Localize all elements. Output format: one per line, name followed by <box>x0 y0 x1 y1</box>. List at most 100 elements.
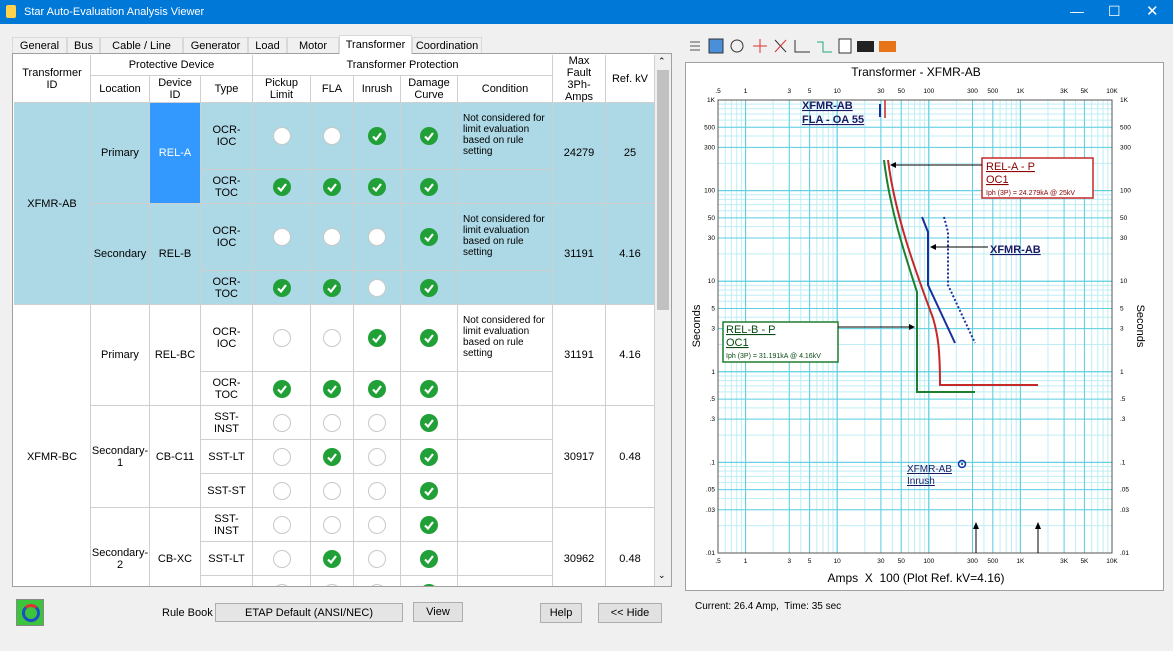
location-cell: Secondary <box>91 204 150 305</box>
status-cell <box>253 271 311 305</box>
hide-button[interactable]: << Hide <box>598 603 662 623</box>
header-cell: Protective Device <box>91 55 253 76</box>
toolbar-icon[interactable] <box>709 39 723 53</box>
y-axis-label-right: Seconds <box>1134 305 1146 348</box>
condition-cell <box>458 440 553 474</box>
view-button[interactable]: View <box>413 602 463 622</box>
status-cell <box>311 406 354 440</box>
check-icon <box>368 380 386 398</box>
close-button[interactable]: ✕ <box>1146 2 1159 20</box>
rel-a-label: REL-A - P <box>986 161 1035 173</box>
condition-cell <box>458 372 553 406</box>
toolbar-icon[interactable] <box>879 41 896 52</box>
status-cell <box>311 542 354 576</box>
device-cell[interactable]: CB-XC <box>150 508 201 586</box>
status-cell <box>253 204 311 271</box>
refresh-button[interactable] <box>16 599 44 626</box>
status-cell <box>354 271 401 305</box>
check-icon <box>420 178 438 196</box>
header-cell: Location <box>91 76 150 103</box>
scroll-thumb[interactable] <box>657 70 669 310</box>
device-cell[interactable]: REL-BC <box>150 305 201 406</box>
help-button[interactable]: Help <box>540 603 582 623</box>
window-title: Star Auto-Evaluation Analysis Viewer <box>24 6 204 18</box>
check-icon <box>420 414 438 432</box>
header-cell: Type <box>201 76 253 103</box>
toolbar-icon[interactable] <box>775 40 786 52</box>
y-tick-label: 30 <box>708 235 716 242</box>
tab[interactable]: Transformer <box>339 35 412 54</box>
condition-cell <box>458 271 553 305</box>
rule-book-field[interactable]: ETAP Default (ANSI/NEC) <box>215 603 403 622</box>
status-cell <box>311 204 354 271</box>
header-cell: FLA <box>311 76 354 103</box>
type-cell: OCR-TOC <box>201 271 253 305</box>
status-cell <box>401 406 458 440</box>
app-icon <box>6 5 16 18</box>
status-cell <box>253 305 311 372</box>
status-cell <box>253 103 311 170</box>
toolbar-icon[interactable] <box>817 42 832 52</box>
empty-icon <box>273 228 291 246</box>
location-cell: Primary <box>91 103 150 204</box>
rel-a-function: OC1 <box>986 174 1009 186</box>
ref-kv-cell: 25 <box>606 103 655 204</box>
ref-kv-cell: 4.16 <box>606 204 655 305</box>
status-cell <box>401 271 458 305</box>
y-tick-label: 500 <box>704 124 715 131</box>
status-cell <box>354 305 401 372</box>
y-tick-label: 1K <box>707 97 716 104</box>
location-cell: Secondary-1 <box>91 406 150 508</box>
empty-icon <box>323 329 341 347</box>
condition-cell <box>458 542 553 576</box>
rule-book-label: Rule Book <box>162 607 213 619</box>
x-tick-label: .5 <box>715 88 721 95</box>
tab[interactable]: Generator <box>183 37 248 53</box>
toolbar-icon[interactable] <box>731 40 743 52</box>
title-bar: Star Auto-Evaluation Analysis Viewer — ☐… <box>0 0 1173 24</box>
toolbar-icon[interactable] <box>795 40 810 52</box>
toolbar-icon[interactable] <box>690 42 700 50</box>
type-cell: SST-INST <box>201 508 253 542</box>
ref-kv-cell: 4.16 <box>606 305 655 406</box>
location-cell: Primary <box>91 305 150 406</box>
empty-icon <box>368 584 386 587</box>
device-cell[interactable]: REL-B <box>150 204 201 305</box>
status-cell <box>354 103 401 170</box>
tab[interactable]: Coordination <box>412 37 482 53</box>
status-cell <box>311 103 354 170</box>
tab[interactable]: Load <box>248 37 287 53</box>
status-cell <box>253 508 311 542</box>
device-cell[interactable]: CB-C11 <box>150 406 201 508</box>
y-tick-label: .3 <box>710 416 716 423</box>
x-tick-label-bottom: 3 <box>787 558 791 565</box>
toolbar-icon[interactable] <box>857 41 874 52</box>
status-cell <box>354 508 401 542</box>
check-icon <box>420 228 438 246</box>
toolbar-icon[interactable] <box>753 39 767 53</box>
tab[interactable]: General <box>12 37 67 53</box>
status-cell <box>311 271 354 305</box>
max-fault-cell: 31191 <box>553 305 606 406</box>
tab[interactable]: Cable / Line <box>100 37 183 53</box>
empty-icon <box>323 482 341 500</box>
toolbar-icon[interactable] <box>839 39 851 53</box>
maximize-button[interactable]: ☐ <box>1108 3 1121 20</box>
rel-b-label: REL-B - P <box>726 324 776 336</box>
scrollbar[interactable]: ⌃ ⌄ <box>655 54 671 586</box>
y-tick-label-right: .01 <box>1120 550 1129 557</box>
device-cell[interactable]: REL-A <box>150 103 201 204</box>
x-tick-label-bottom: 1K <box>1016 558 1025 565</box>
y-tick-label-right: 50 <box>1120 215 1128 222</box>
transformer-cell: XFMR-AB <box>14 103 91 305</box>
empty-icon <box>323 228 341 246</box>
check-icon <box>323 178 341 196</box>
minimize-button[interactable]: — <box>1070 3 1084 19</box>
type-cell: SST-ST <box>201 474 253 508</box>
status-cell <box>253 170 311 204</box>
tab[interactable]: Bus <box>67 37 100 53</box>
tab[interactable]: Motor <box>287 37 339 53</box>
status-cell <box>354 406 401 440</box>
x-tick-label: 100 <box>923 88 934 95</box>
status-cell <box>354 542 401 576</box>
